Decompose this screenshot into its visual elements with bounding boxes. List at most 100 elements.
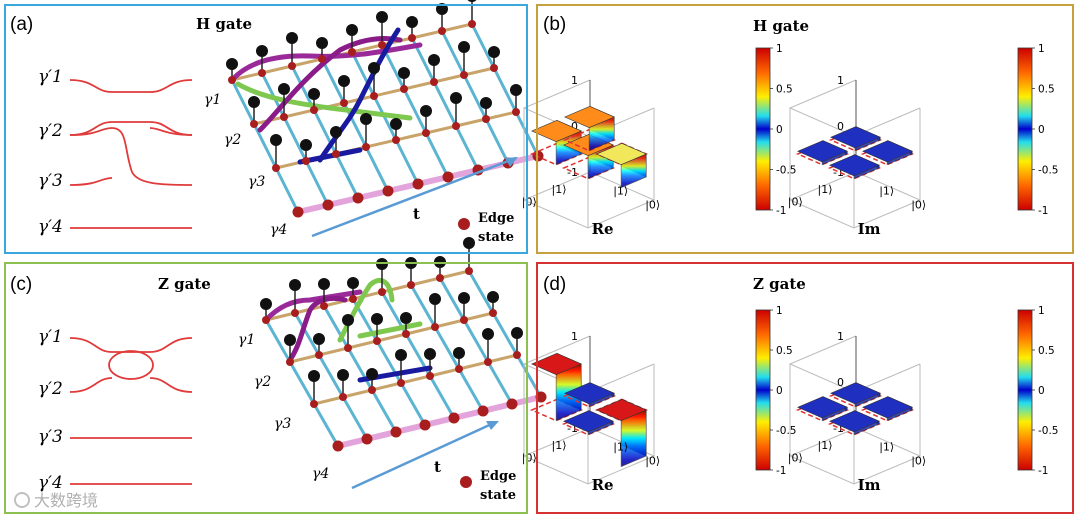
- chain-bond: [264, 311, 297, 322]
- watermark-text: 大数跨境: [34, 491, 98, 510]
- lattice-site: [280, 113, 288, 121]
- lattice-atom: [248, 96, 260, 108]
- lattice-atom: [338, 75, 350, 87]
- basis-tick-label: |0⟩: [911, 454, 926, 467]
- lattice-atom: [313, 333, 325, 345]
- bar-top: [829, 410, 880, 433]
- mode-label-1: γ′1: [38, 67, 63, 87]
- time-arrow-c: [351, 420, 497, 490]
- lattice-atom: [286, 32, 298, 44]
- chain-labels-c: γ1 γ2 γ3 γ4: [238, 332, 329, 482]
- edge-state-marker-a: [458, 218, 470, 230]
- z-tick-label: -1: [833, 422, 844, 435]
- basis-tick-label: |0⟩: [788, 196, 803, 209]
- lattice-site: [318, 55, 326, 63]
- lattice-site: [408, 34, 416, 42]
- basis-tick-label: |0⟩: [522, 452, 537, 465]
- chain-label-1: γ1: [204, 92, 221, 108]
- panel-c-title: Z gate: [158, 275, 211, 293]
- mode-label-3: γ′3: [38, 171, 63, 191]
- panel-a: (a) H gate γ′1 γ′2 γ′3 γ′4 γ1 γ2 γ3 γ4 t: [10, 0, 544, 245]
- axis-box-top: [788, 79, 921, 137]
- lattice-site: [250, 120, 258, 128]
- z-tick-label: 1: [571, 330, 578, 343]
- chain-label-3: γ3: [248, 174, 265, 190]
- colorbar-tick-label: -1: [776, 205, 786, 217]
- lattice-rung: [440, 30, 466, 76]
- lattice-rung: [341, 396, 369, 440]
- lattice-rung: [288, 361, 316, 405]
- edge-state-line1-c: Edge: [480, 469, 516, 484]
- bar-plot-b-im: 1 0 -1 |0⟩ |1⟩ |1⟩ |0⟩ Im: [788, 74, 926, 238]
- lattice-site: [426, 372, 434, 380]
- lattice-atom: [366, 368, 378, 380]
- lattice-rung: [432, 81, 458, 127]
- lattice-atom: [400, 312, 412, 324]
- mode-labels-c: γ′1 γ′2 γ′3 γ′4: [38, 327, 63, 493]
- lattice-site: [460, 71, 468, 79]
- lattice-rung: [438, 277, 466, 321]
- colorbar-tick-label: -1: [1038, 205, 1048, 217]
- chain-bond: [350, 43, 384, 54]
- z-tick-label: 1: [571, 74, 578, 87]
- chain-bond: [440, 22, 474, 33]
- lattice-atom: [487, 291, 499, 303]
- lattice-atom: [300, 139, 312, 151]
- lattice-atom: [467, 0, 477, 2]
- chain-bond: [317, 346, 350, 357]
- mode-label-c-3: γ′3: [38, 427, 63, 447]
- lattice-atom: [510, 84, 522, 96]
- braiding-path: [257, 35, 403, 133]
- lattice-site: [302, 157, 310, 165]
- time-arrow-head-c: [486, 421, 499, 430]
- panel-a-frame: [4, 4, 528, 254]
- chain-bond: [454, 117, 488, 128]
- lattice-site: [340, 99, 348, 107]
- lattice-site: [512, 108, 520, 116]
- chain-bond: [370, 381, 403, 392]
- lattice-site: [344, 344, 352, 352]
- lattice-atom: [428, 54, 440, 66]
- chain-bond: [312, 395, 345, 406]
- panel-b-title: H gate: [753, 17, 809, 35]
- lattice-atom: [511, 327, 523, 339]
- chain-bond: [428, 367, 461, 378]
- lattice-rung: [252, 123, 278, 169]
- chain-bond: [394, 131, 428, 142]
- lattice-rung: [320, 58, 346, 104]
- panel-d: (d) Z gate 10-1|0⟩|1⟩|1⟩|0⟩Re 10-1|0⟩|1⟩…: [522, 274, 1059, 494]
- axis-box-floor: [788, 427, 922, 485]
- colorbar-tick-label: 0: [1038, 385, 1045, 397]
- lattice-site: [407, 281, 415, 289]
- lattice-rung: [424, 132, 450, 178]
- bar-top: [830, 382, 881, 405]
- bar-plot-d-im: 1 0 -1 |0⟩ |1⟩ |1⟩ |0⟩ Im: [788, 330, 926, 494]
- lattice-rung: [492, 67, 518, 113]
- mode-labels-a: γ′1 γ′2 γ′3 γ′4: [38, 67, 63, 237]
- basis-tick-label: |0⟩: [645, 454, 660, 467]
- lattice-a: [226, 0, 544, 218]
- colorbar-tick-label: 0.5: [1038, 84, 1055, 96]
- basis-tick-label: |1⟩: [552, 183, 567, 196]
- lattice-site: [368, 386, 376, 394]
- panel-c-frame: [4, 262, 528, 514]
- colorbar-tick-label: -0.5: [1038, 165, 1059, 177]
- lattice-atom: [398, 67, 410, 79]
- panel-d-frame: [536, 262, 1074, 514]
- axis-label: Re: [592, 476, 614, 494]
- lattice-rung: [293, 312, 321, 356]
- chain-bond: [462, 311, 495, 322]
- lattice-atom: [376, 258, 388, 270]
- lattice-rung: [486, 361, 514, 405]
- braiding-path: [287, 295, 348, 363]
- lattice-rung: [433, 326, 461, 370]
- chain-bond: [380, 283, 413, 294]
- lattice-site: [339, 393, 347, 401]
- lattice-atom: [284, 334, 296, 346]
- lattice-site: [513, 351, 521, 359]
- lattice-atom: [308, 88, 320, 100]
- colorbar-tick-label: 1: [776, 43, 783, 55]
- lattice-atom: [278, 83, 290, 95]
- lattice-rung: [457, 368, 485, 412]
- basis-tick-label: |1⟩: [552, 439, 567, 452]
